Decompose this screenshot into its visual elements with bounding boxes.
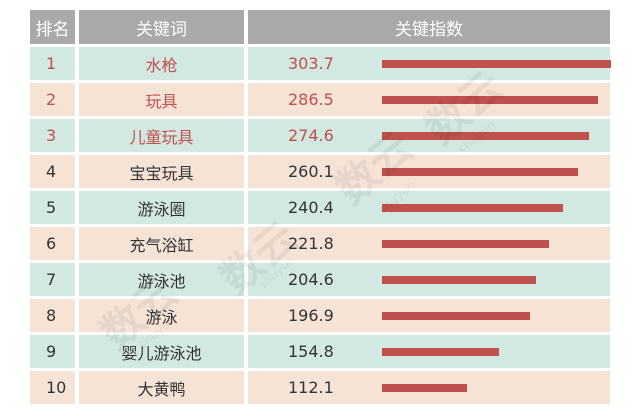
header-index-label: 关键指数 [395, 19, 463, 40]
index-cell: 154.8 [248, 335, 610, 368]
keyword-cell: 婴儿游泳池 [79, 335, 244, 368]
index-cell: 286.5 [248, 83, 610, 116]
value-label: 196.9 [288, 306, 334, 325]
table-row: 10 大黄鸭 112.1 [0, 371, 640, 404]
header-keyword-label: 关键词 [136, 19, 187, 40]
value-label: 204.6 [288, 270, 334, 289]
keyword-cell: 儿童玩具 [79, 119, 244, 152]
value-label: 240.4 [288, 198, 334, 217]
header-rank-label: 排名 [35, 19, 70, 40]
keyword-cell: 水枪 [79, 47, 244, 80]
table-row: 2 玩具 286.5 [0, 83, 640, 116]
header-rank: 排名 [30, 10, 75, 44]
index-cell: 196.9 [248, 299, 610, 332]
value-label: 154.8 [288, 342, 334, 361]
index-cell: 303.7 [248, 47, 611, 80]
value-bar [382, 60, 611, 68]
header-keyword: 关键词 [79, 10, 244, 44]
value-label: 260.1 [288, 162, 334, 181]
table-row: 7 游泳池 204.6 [0, 263, 640, 296]
value-label: 286.5 [288, 90, 334, 109]
keyword-cell: 充气浴缸 [79, 227, 244, 260]
keyword-cell: 游泳 [79, 299, 244, 332]
index-cell: 221.8 [248, 227, 610, 260]
table-row: 5 游泳圈 240.4 [0, 191, 640, 224]
keyword-cell: 大黄鸭 [79, 371, 244, 404]
rank-cell: 7 [30, 263, 75, 296]
keyword-cell: 宝宝玩具 [79, 155, 244, 188]
value-bar [382, 204, 563, 212]
value-bar [382, 276, 536, 284]
table-row: 4 宝宝玩具 260.1 [0, 155, 640, 188]
rank-cell: 8 [30, 299, 75, 332]
rank-cell: 2 [30, 83, 75, 116]
table-row: 6 充气浴缸 221.8 [0, 227, 640, 260]
rank-cell: 10 [30, 371, 75, 404]
table-row: 3 儿童玩具 274.6 [0, 119, 640, 152]
value-bar [382, 312, 530, 320]
value-bar [382, 384, 467, 392]
index-cell: 260.1 [248, 155, 610, 188]
index-cell: 240.4 [248, 191, 610, 224]
rank-cell: 6 [30, 227, 75, 260]
header-index: 关键指数 [248, 10, 610, 44]
value-bar [382, 168, 578, 176]
value-label: 303.7 [288, 54, 334, 73]
index-cell: 274.6 [248, 119, 610, 152]
rank-cell: 4 [30, 155, 75, 188]
table-row: 8 游泳 196.9 [0, 299, 640, 332]
table-row: 1 水枪 303.7 [0, 47, 640, 80]
keyword-cell: 游泳池 [79, 263, 244, 296]
value-label: 274.6 [288, 126, 334, 145]
keyword-cell: 玩具 [79, 83, 244, 116]
rank-cell: 9 [30, 335, 75, 368]
value-bar [382, 240, 549, 248]
table-row: 9 婴儿游泳池 154.8 [0, 335, 640, 368]
value-bar [382, 132, 589, 140]
value-bar [382, 96, 598, 104]
value-bar [382, 348, 499, 356]
rank-cell: 3 [30, 119, 75, 152]
rank-cell: 5 [30, 191, 75, 224]
value-label: 221.8 [288, 234, 334, 253]
index-cell: 112.1 [248, 371, 610, 404]
value-label: 112.1 [288, 378, 334, 397]
rank-cell: 1 [30, 47, 75, 80]
index-cell: 204.6 [248, 263, 610, 296]
keyword-cell: 游泳圈 [79, 191, 244, 224]
